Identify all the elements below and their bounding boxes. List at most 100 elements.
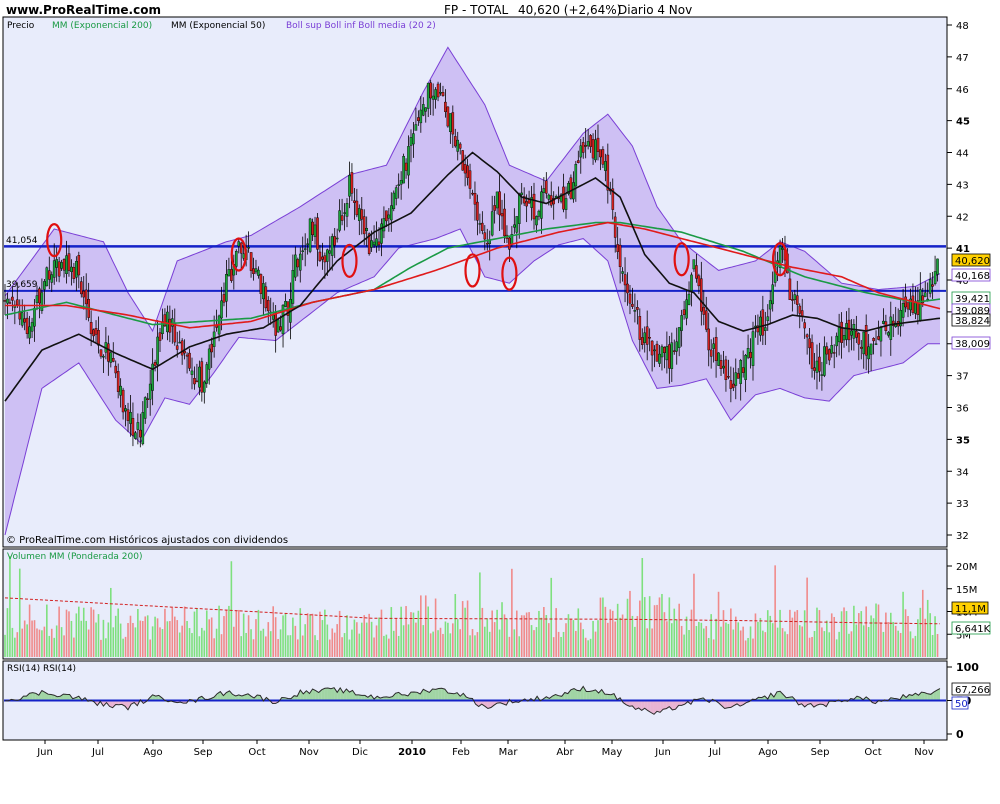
candle-body <box>249 252 253 271</box>
rsi-fill <box>629 700 633 707</box>
candle-body <box>788 278 792 300</box>
candle-body <box>857 333 861 345</box>
rsi-fill <box>294 695 298 701</box>
price-candle <box>382 206 386 239</box>
candle-body <box>178 341 182 344</box>
price-candle <box>872 337 875 355</box>
candle-body <box>860 346 863 349</box>
candle-body <box>712 343 715 349</box>
price-candle <box>141 401 145 446</box>
price-candle <box>685 289 688 326</box>
price-candle <box>734 358 738 400</box>
candle-body <box>732 383 735 388</box>
price-candle <box>429 79 433 116</box>
site-label[interactable]: www.ProRealTime.com <box>6 3 161 17</box>
candle-body <box>436 83 440 98</box>
price-candle <box>394 184 398 206</box>
rsi-fill <box>570 688 574 701</box>
price-candle <box>424 107 428 123</box>
rsi-fill <box>804 700 808 707</box>
price-tick-label: 47 <box>956 53 969 64</box>
candle-body <box>419 109 423 124</box>
price-candle <box>476 194 479 236</box>
price-tick-label: 40 <box>956 276 969 287</box>
rsi-fill <box>564 692 568 701</box>
price-candle <box>106 335 110 376</box>
x-tick-label: Nov <box>914 747 934 758</box>
price-tick-label: 48 <box>956 21 969 32</box>
candle-body <box>67 253 71 271</box>
candle-body <box>124 408 127 412</box>
rsi-fill <box>447 693 451 701</box>
candle-body <box>500 213 504 217</box>
rsi-fill <box>343 688 347 701</box>
price-candle <box>200 357 204 402</box>
price-candle <box>225 259 228 318</box>
candle-body <box>94 328 98 335</box>
price-candle <box>92 328 95 342</box>
candle-body <box>564 198 568 210</box>
rsi-fill <box>423 689 427 701</box>
rsi-line <box>4 685 941 715</box>
price-candle <box>306 238 309 255</box>
volume-tick-label: 5M <box>956 630 971 641</box>
rsi-fill <box>638 700 642 711</box>
candle-body <box>338 210 341 231</box>
price-tick-label: 41 <box>956 244 970 255</box>
rsi-fill <box>770 693 774 701</box>
price-candle <box>350 163 354 202</box>
candle-body <box>621 271 624 274</box>
price-candle <box>313 216 317 245</box>
candle-body <box>111 358 115 362</box>
candle-body <box>522 196 526 204</box>
price-candle <box>134 431 137 440</box>
price-candle <box>761 295 765 346</box>
price-candle <box>537 209 541 221</box>
candle-body <box>439 91 442 94</box>
candle-body <box>318 251 322 261</box>
candle-body <box>109 352 113 363</box>
price-candle <box>419 95 423 133</box>
price-candle <box>136 413 140 445</box>
candle-body <box>397 184 401 186</box>
rsi-fill <box>924 692 928 701</box>
price-candle <box>904 283 907 313</box>
candle-body <box>370 240 373 248</box>
price-candle <box>296 257 300 277</box>
candle-body <box>518 193 521 224</box>
price-candle <box>478 213 482 234</box>
touch-circle <box>230 237 247 272</box>
rsi-fill <box>650 700 654 715</box>
rsi-fill <box>644 700 648 711</box>
rsi-fill <box>478 700 482 707</box>
candle-body <box>404 162 408 171</box>
candle-body <box>532 193 536 220</box>
candle-body <box>736 373 740 379</box>
candle-body <box>45 267 49 287</box>
candle-body <box>234 250 238 267</box>
candle-body <box>818 356 821 372</box>
chart-title: FP - TOTAL <box>444 3 508 17</box>
price-candle <box>513 208 516 234</box>
candle-body <box>153 362 157 366</box>
price-tick-label: 44 <box>956 149 969 160</box>
candle-body <box>48 270 51 280</box>
candle-body <box>739 360 742 384</box>
price-candle <box>923 281 927 298</box>
rsi-fill <box>321 688 325 701</box>
price-candle <box>490 195 494 237</box>
candle-body <box>746 348 750 358</box>
candle-body <box>722 365 725 369</box>
price-candle <box>803 318 806 339</box>
candle-body <box>387 214 391 219</box>
price-candle <box>48 256 51 290</box>
candle-body <box>663 347 666 354</box>
candle-body <box>166 311 169 333</box>
x-tick-label: Jul <box>91 747 104 758</box>
price-candle <box>503 193 506 244</box>
candle-body <box>729 380 733 389</box>
candle-body <box>16 299 19 306</box>
price-candle <box>911 283 915 315</box>
candle-body <box>486 243 489 245</box>
price-candle <box>712 337 715 363</box>
